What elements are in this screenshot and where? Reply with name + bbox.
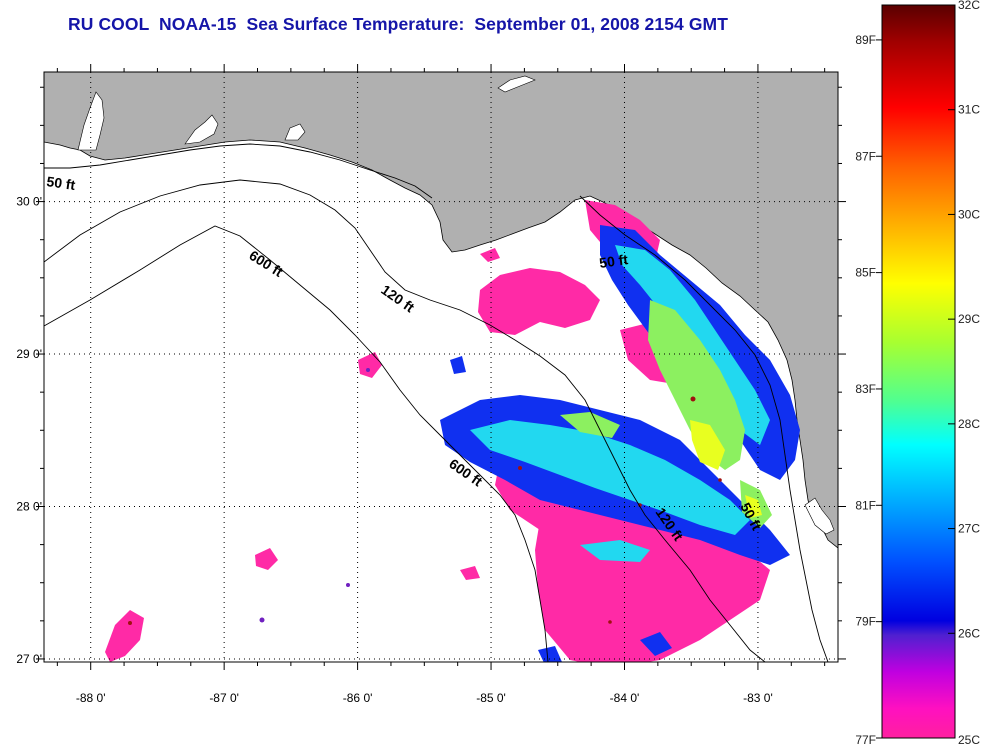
colorbar bbox=[881, 4, 956, 739]
lat-tick-label: 28 0' bbox=[16, 499, 42, 513]
longitude-axis: -88 0' -87 0' -86 0' -85 0' -84 0' -83 0' bbox=[56, 64, 826, 705]
contour-label: 50 ft bbox=[46, 173, 77, 193]
plot-frame bbox=[43, 71, 839, 663]
colorbar-c-label: 29C bbox=[958, 312, 980, 326]
contour-600ft bbox=[44, 225, 549, 662]
colorbar-c-label: 27C bbox=[958, 522, 980, 536]
colorbar-f-label: 87F bbox=[855, 149, 876, 163]
tampa-bay bbox=[804, 497, 835, 535]
lon-tick-label: -88 0' bbox=[76, 691, 106, 705]
lat-tick-label: 27 0' bbox=[16, 652, 42, 666]
lon-tick-label: -86 0' bbox=[343, 691, 373, 705]
contour-120ft bbox=[44, 179, 766, 662]
lake bbox=[497, 75, 536, 93]
lat-tick-label: 30 0' bbox=[16, 195, 42, 209]
colorbar-f-label: 89F bbox=[855, 33, 876, 47]
colorbar-celsius-labels: 32C 31C 30C 29C 28C 27C 26C 25C bbox=[948, 0, 980, 747]
colorbar-f-label: 79F bbox=[855, 615, 876, 629]
sst-specks-warm bbox=[128, 396, 722, 625]
colorbar-fahrenheit-labels: 89F 87F 85F 83F 81F 79F 77F bbox=[855, 33, 882, 747]
contour-50ft-east bbox=[579, 195, 829, 662]
lat-tick-label: 29 0' bbox=[16, 347, 42, 361]
contour-50ft-west bbox=[44, 143, 433, 199]
colorbar-f-label: 83F bbox=[855, 382, 876, 396]
colorbar-c-label: 32C bbox=[958, 0, 980, 12]
lon-tick-label: -85 0' bbox=[476, 691, 506, 705]
lon-tick-label: -84 0' bbox=[610, 691, 640, 705]
gridlines bbox=[44, 72, 838, 662]
lon-tick-label: -87 0' bbox=[209, 691, 239, 705]
mobile-bay bbox=[77, 91, 105, 151]
lon-tick-label: -83 0' bbox=[743, 691, 773, 705]
colorbar-c-label: 26C bbox=[958, 626, 980, 640]
sst-specks-cool bbox=[259, 368, 370, 623]
colorbar-f-label: 85F bbox=[855, 266, 876, 280]
contour-label: 50 ft bbox=[598, 251, 629, 271]
colorbar-c-label: 30C bbox=[958, 207, 980, 221]
colorbar-f-label: 81F bbox=[855, 498, 876, 512]
colorbar-c-label: 31C bbox=[958, 103, 980, 117]
colorbar-f-label: 77F bbox=[855, 733, 876, 747]
colorbar-c-label: 28C bbox=[958, 417, 980, 431]
coastal-bay-1 bbox=[184, 114, 219, 145]
latitude-axis: 30 0' 29 0' 28 0' 27 0' bbox=[16, 86, 846, 666]
colorbar-c-label: 25C bbox=[958, 733, 980, 747]
coastal-bay-2 bbox=[284, 123, 306, 141]
map-title: RU COOL NOAA-15 Sea Surface Temperature:… bbox=[68, 14, 729, 34]
